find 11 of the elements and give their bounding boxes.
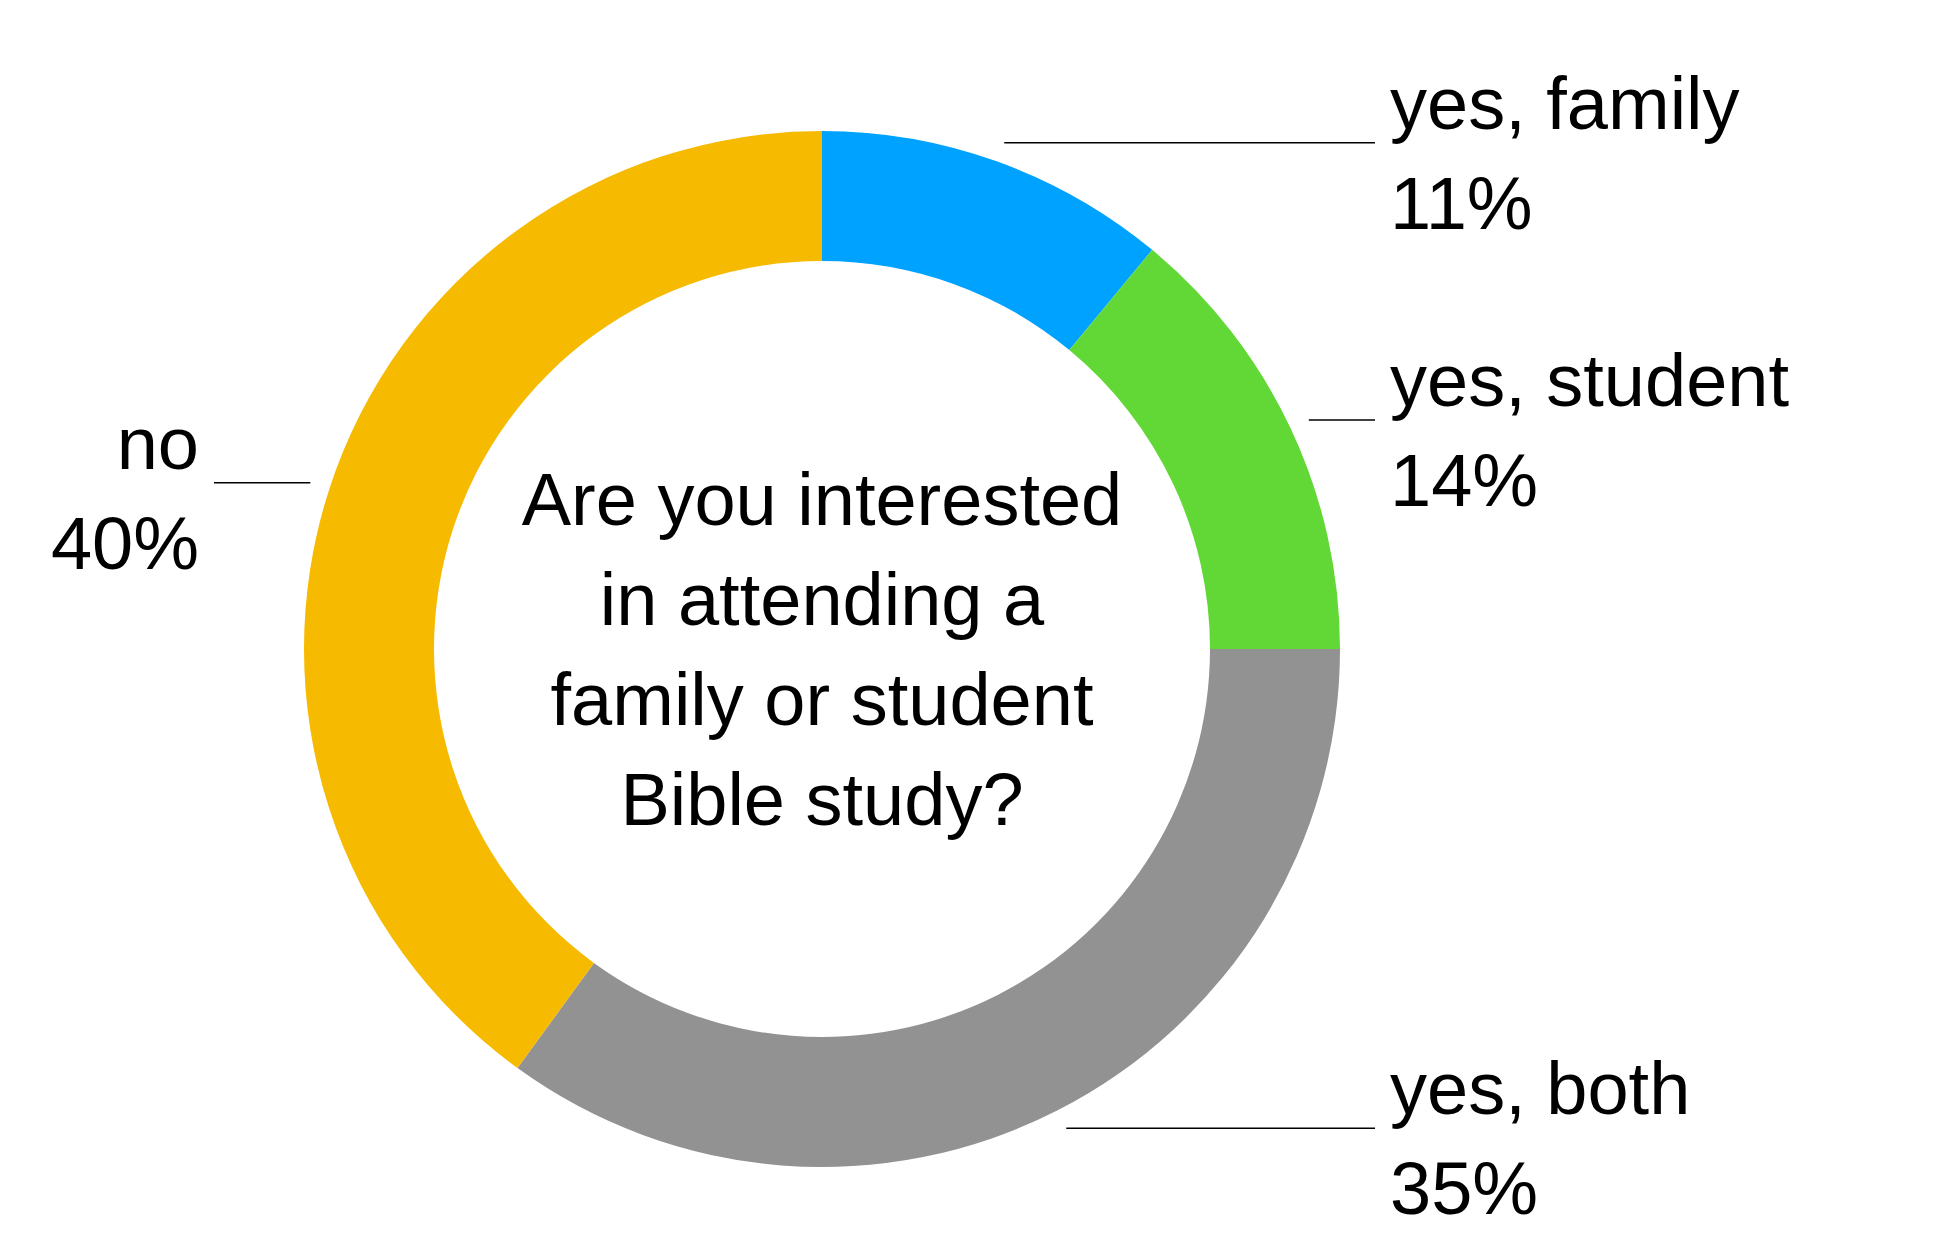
slice-label: yes, family	[1390, 61, 1740, 145]
text: Are you interested in attending a family or student Bible study?	[521, 457, 1123, 841]
slice-label: yes, both	[1390, 1047, 1691, 1131]
slice-label: no	[116, 401, 199, 485]
donut-slice	[822, 131, 1153, 351]
data-label: 14%	[1390, 438, 1539, 522]
data-label: 40%	[50, 501, 199, 585]
data-label: 11%	[1390, 161, 1533, 245]
donut-slice	[517, 649, 1340, 1167]
slice-label: yes, student	[1390, 338, 1790, 422]
data-label: 35%	[1390, 1147, 1539, 1231]
